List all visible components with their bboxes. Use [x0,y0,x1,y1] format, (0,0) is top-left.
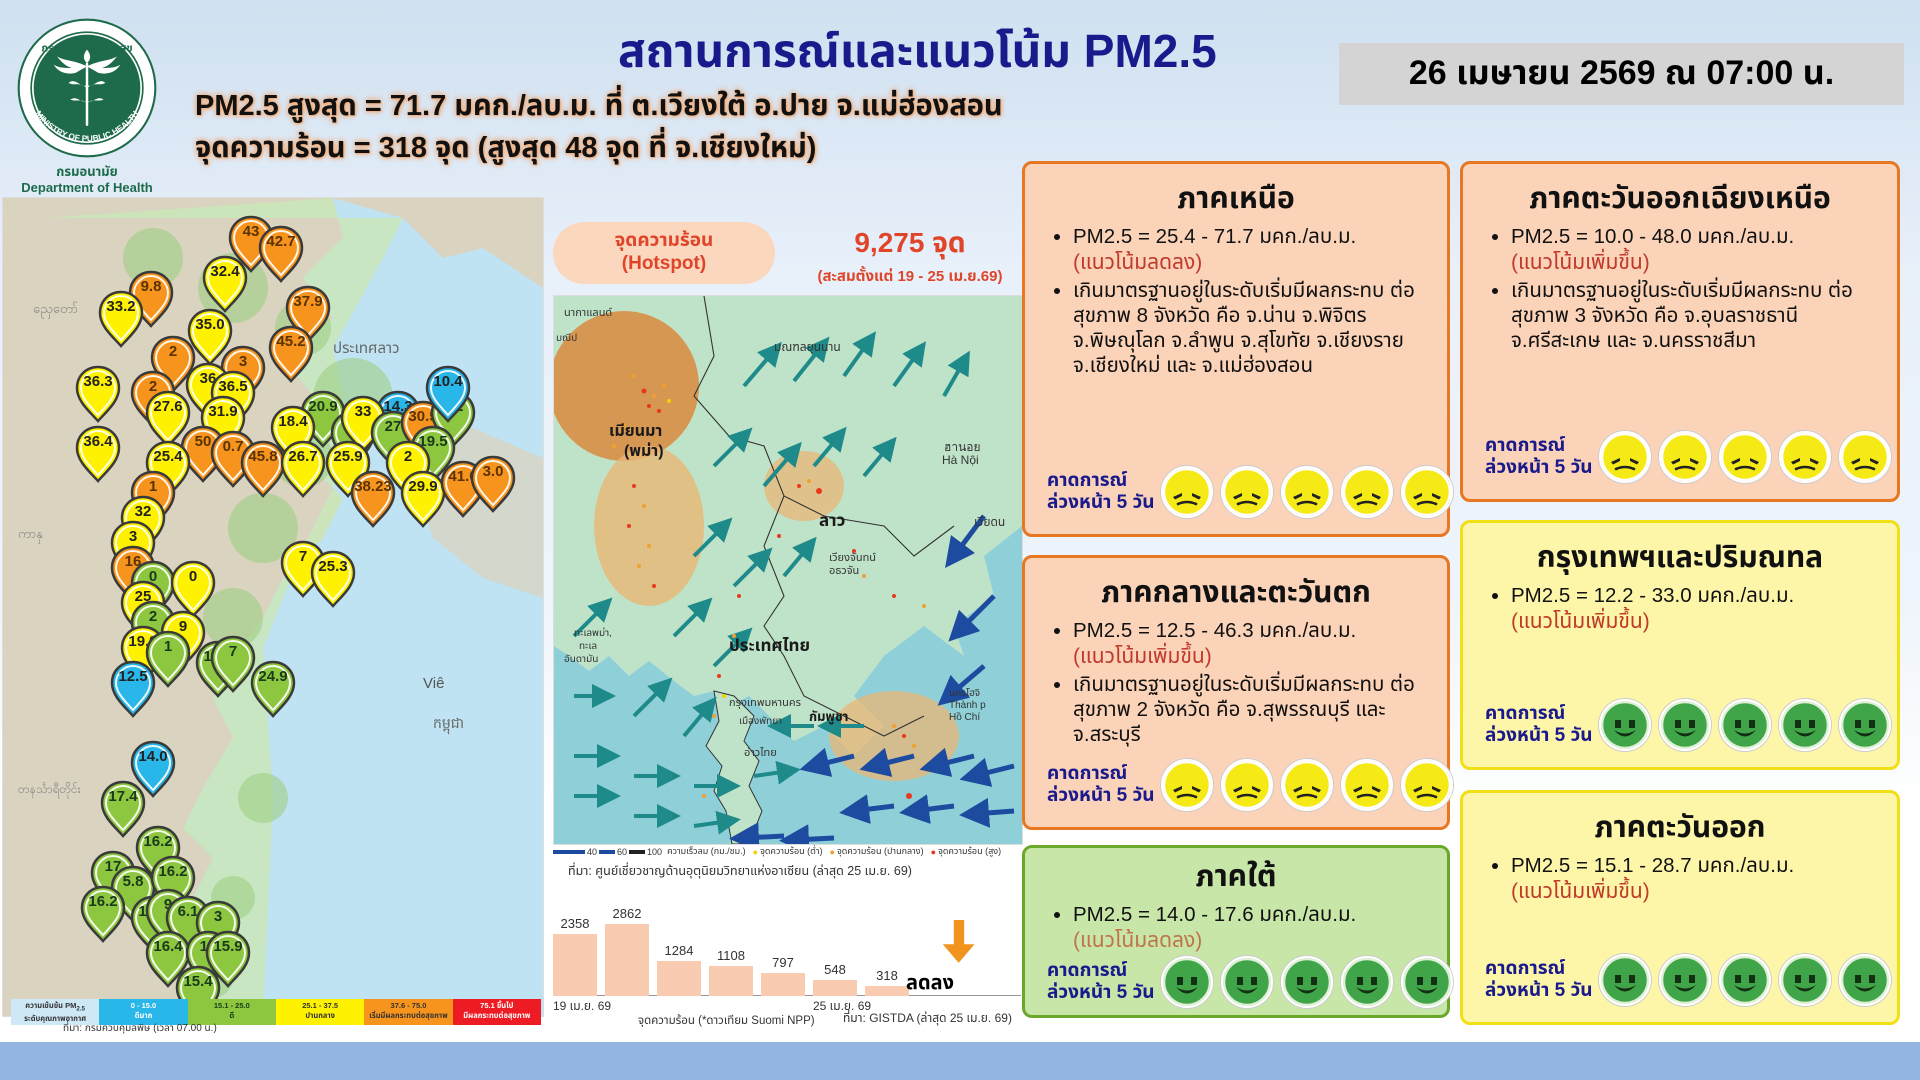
svg-text:อธวจัน: อธวจัน [829,565,859,577]
svg-text:กรุงเทพมหานคร: กรุงเทพมหานคร [729,697,801,709]
svg-text:ทะเลพม่า,: ทะเลพม่า, [574,626,612,639]
svg-text:เวียดน: เวียดน [974,515,1005,529]
svg-text:Hồ Chí: Hồ Chí [949,711,980,723]
svg-text:อันดามัน: อันดามัน [564,653,598,665]
svg-text:ประเทศลาว: ประเทศลาว [333,340,399,357]
svg-text:เมืองพัทยา: เมืองพัทยา [739,715,782,727]
svg-text:Hà Nội: Hà Nội [942,453,979,467]
svg-text:Viê: Viê [423,675,444,692]
svg-text:นากาแลนด์: นากาแลนด์ [564,307,612,319]
svg-text:มณีป: มณีป [556,332,577,344]
svg-text:กัมพูชา: กัมพูชา [809,709,848,725]
svg-text:Thành p: Thành p [949,700,986,711]
svg-text:ฮานอย: ฮานอย [944,440,981,454]
svg-text:ทะเล: ทะเล [579,641,597,652]
svg-text:ลาว: ลาว [819,511,845,530]
svg-text:ประเทศไทย: ประเทศไทย [729,636,810,655]
svg-text:อ่าวไทย: อ่าวไทย [744,746,777,759]
svg-text:มณฑลยุนนาน: มณฑลยุนนาน [774,340,841,354]
svg-text:(พม่า): (พม่า) [624,442,664,460]
svg-text:นครโฮจิ: นครโฮจิ [949,687,980,699]
svg-text:เมียนมา: เมียนมา [609,423,662,440]
svg-text:เวียงจันทน์: เวียงจันทน์ [829,552,876,564]
